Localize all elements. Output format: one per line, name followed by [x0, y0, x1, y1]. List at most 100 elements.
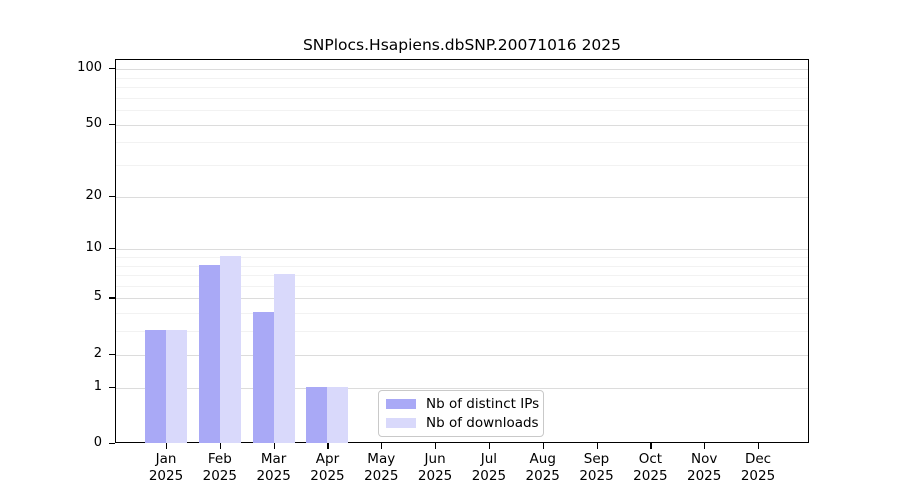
y-tick-label: 0: [93, 435, 102, 450]
x-tick-label-month: Apr: [315, 451, 340, 467]
gridline: [116, 110, 808, 112]
x-tick-label: Nov 2025: [672, 451, 736, 485]
y-tick-label: 10: [85, 240, 102, 256]
x-tick-label: Apr 2025: [295, 451, 359, 485]
bar-distinct-ips-apr: [306, 386, 328, 443]
y-axis-tick: [109, 68, 115, 70]
x-axis-tick: [219, 443, 221, 449]
x-tick-label-year: 2025: [256, 468, 291, 484]
x-tick-label-month: Jan: [155, 451, 177, 467]
x-tick-label: Jun 2025: [403, 451, 467, 485]
y-tick-label: 2: [93, 345, 102, 361]
gridline: [116, 298, 808, 300]
x-tick-label-month: Dec: [744, 451, 772, 467]
y-axis-tick: [109, 386, 115, 388]
plot-area: [115, 59, 809, 443]
x-tick-label-year: 2025: [740, 468, 776, 484]
gridline: [116, 87, 808, 89]
x-tick-label-year: 2025: [471, 468, 507, 484]
gridline: [116, 265, 808, 267]
legend-item-downloads: Nb of downloads: [386, 415, 543, 431]
x-axis-tick: [381, 443, 383, 449]
gridline: [116, 331, 808, 333]
y-tick-label: 20: [85, 187, 102, 203]
gridline: [116, 69, 808, 71]
bar-distinct-ips-jan: [145, 330, 166, 443]
x-axis-tick: [327, 443, 329, 449]
x-tick-label: Jan 2025: [134, 451, 198, 485]
gridline: [116, 387, 808, 389]
x-tick-label-year: 2025: [417, 468, 453, 484]
legend-item-distinct-ips: Nb of distinct IPs: [386, 396, 543, 412]
x-tick-label-year: 2025: [633, 468, 668, 484]
x-tick-label-month: Feb: [207, 451, 232, 467]
y-axis-tick: [109, 353, 115, 355]
x-axis-tick: [166, 443, 168, 449]
y-axis-tick: [109, 248, 115, 250]
x-axis-tick: [488, 443, 491, 449]
x-tick-label-year: 2025: [310, 468, 345, 484]
x-tick-label-month: Sep: [583, 451, 610, 467]
gridline: [116, 196, 808, 198]
x-tick-label: Feb 2025: [188, 451, 252, 485]
x-tick-label-year: 2025: [364, 468, 399, 484]
gridline: [116, 257, 808, 258]
bar-downloads-jan: [166, 330, 187, 443]
gridline: [116, 354, 808, 356]
x-tick-label: Dec 2025: [726, 451, 790, 485]
legend: Nb of distinct IPs Nb of downloads: [378, 390, 544, 437]
bar-downloads-feb: [219, 256, 241, 443]
y-axis-tick: [109, 443, 115, 445]
x-tick-label-year: 2025: [525, 468, 560, 484]
legend-label-distinct-ips: Nb of distinct IPs: [426, 396, 540, 412]
y-tick-label: 50: [85, 115, 102, 131]
x-tick-label: May 2025: [349, 451, 413, 485]
x-axis-tick: [758, 443, 760, 449]
chart-title: SNPlocs.Hsapiens.dbSNP.20071016 2025: [302, 36, 622, 54]
y-tick-label: 100: [77, 60, 102, 76]
x-axis-tick: [542, 443, 544, 449]
bar-distinct-ips-feb: [198, 264, 220, 443]
gridline: [116, 77, 808, 79]
x-axis-tick: [596, 443, 598, 449]
x-tick-label: Sep 2025: [565, 451, 629, 485]
bar-downloads-apr: [327, 386, 349, 443]
x-tick-label-month: May: [367, 451, 396, 467]
x-tick-label-month: Oct: [638, 451, 663, 467]
x-axis-tick: [650, 443, 652, 449]
x-tick-label-month: Aug: [529, 451, 556, 467]
x-tick-label: Oct 2025: [618, 451, 682, 485]
x-tick-label-year: 2025: [579, 468, 614, 484]
x-tick-label-month: Mar: [260, 451, 287, 467]
x-tick-label-month: Jun: [424, 451, 446, 467]
gridline: [116, 285, 808, 287]
x-tick-label-year: 2025: [686, 468, 722, 484]
y-axis-tick: [109, 123, 115, 125]
legend-swatch-downloads: [386, 418, 416, 428]
bar-distinct-ips-mar: [252, 312, 274, 443]
x-tick-label-year: 2025: [202, 468, 237, 484]
gridline: [116, 165, 808, 167]
bar-downloads-mar: [273, 274, 295, 443]
x-axis-tick: [435, 443, 437, 449]
x-tick-label-year: 2025: [148, 468, 184, 484]
gridline: [116, 142, 808, 144]
gridline: [116, 124, 808, 126]
x-tick-label: Aug 2025: [511, 451, 575, 485]
x-tick-label: Mar 2025: [242, 451, 306, 485]
x-axis-tick: [704, 443, 706, 449]
y-axis-tick: [109, 297, 115, 299]
x-tick-label: Jul 2025: [457, 451, 521, 485]
gridline: [116, 275, 808, 277]
legend-swatch-distinct-ips: [386, 399, 416, 409]
gridline: [116, 97, 808, 99]
gridline: [116, 313, 808, 315]
legend-label-downloads: Nb of downloads: [426, 415, 539, 431]
y-axis-tick: [109, 195, 115, 197]
x-tick-label-month: Nov: [690, 451, 718, 467]
y-tick-label: 1: [93, 378, 102, 394]
gridline: [116, 249, 808, 251]
x-axis-tick: [273, 443, 275, 449]
y-tick-label: 5: [93, 289, 102, 305]
x-tick-label-month: Jul: [480, 451, 498, 467]
